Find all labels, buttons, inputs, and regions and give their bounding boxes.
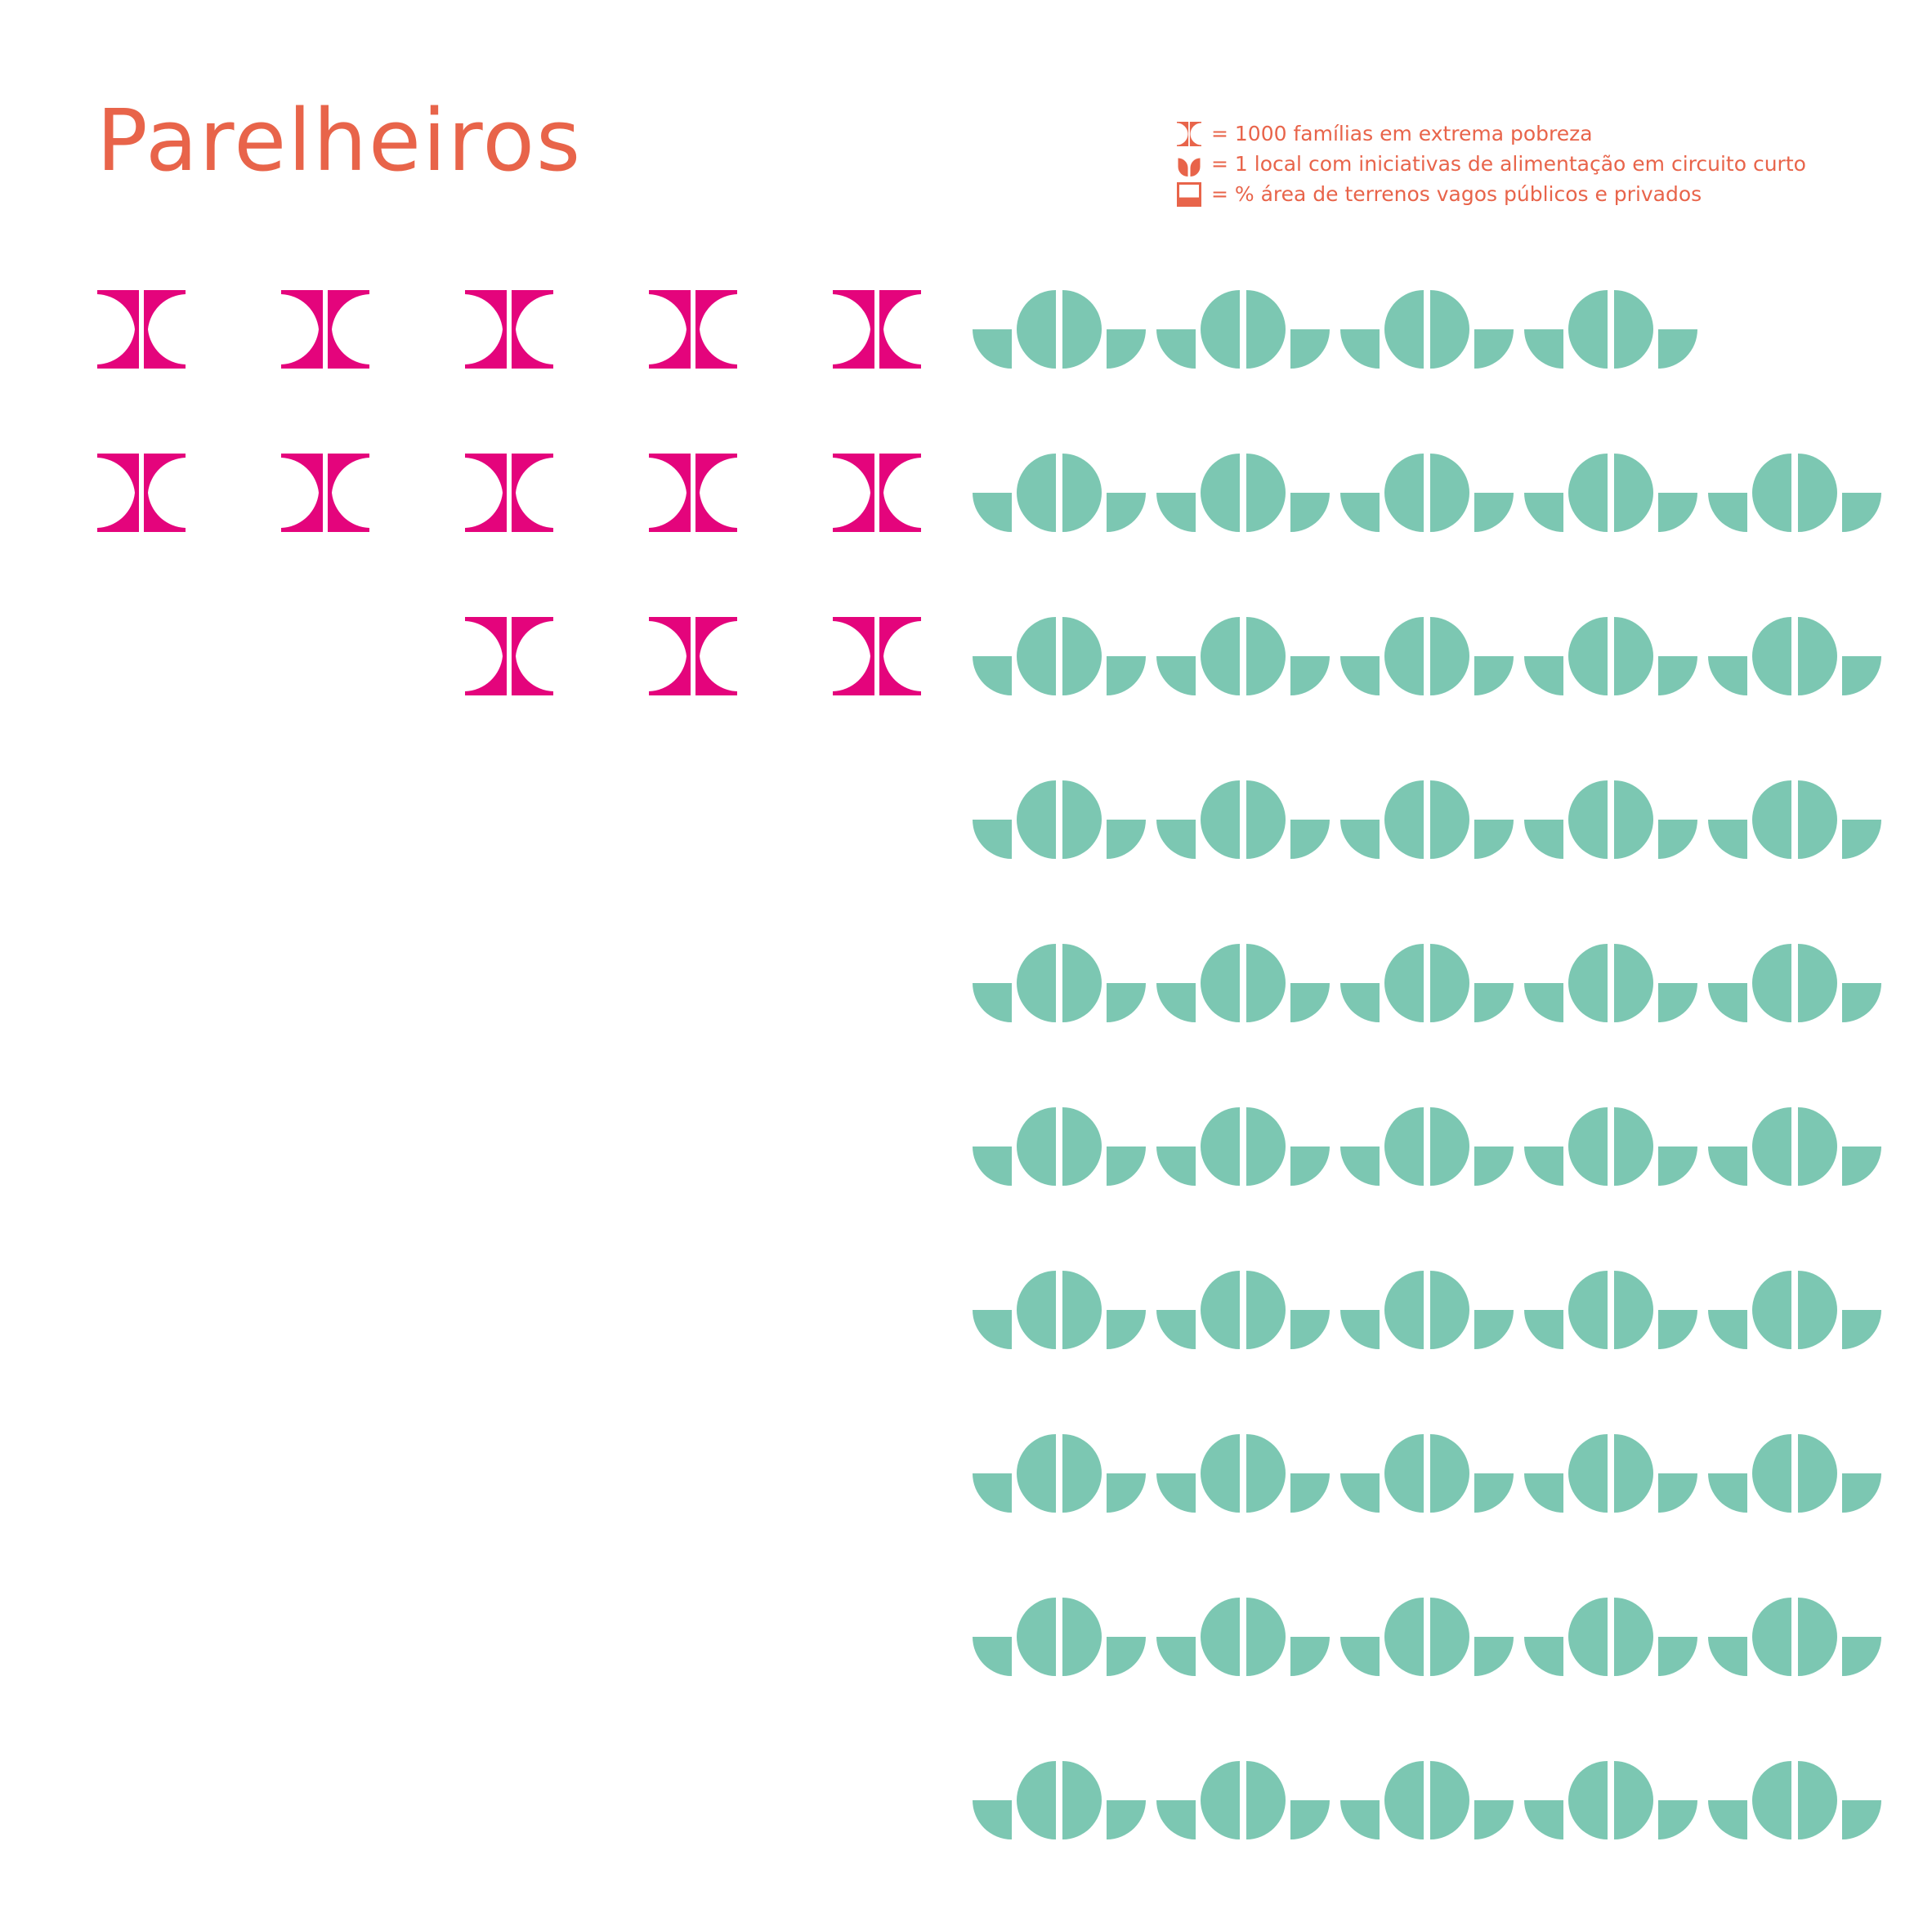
leaf-icon bbox=[1524, 780, 1697, 859]
leaf-icon bbox=[1524, 1761, 1697, 1839]
leaf-icon bbox=[1524, 1271, 1697, 1349]
butterfly-icon bbox=[465, 617, 553, 695]
leaf-icon bbox=[973, 1107, 1146, 1186]
leaf-icon bbox=[1524, 290, 1697, 369]
butterfly-icon bbox=[649, 454, 737, 532]
butterfly-icon bbox=[465, 290, 553, 369]
leaf-icon bbox=[1708, 944, 1881, 1022]
page-title: Parelheiros bbox=[96, 91, 583, 190]
leaf-icon bbox=[1340, 944, 1514, 1022]
butterfly-icon bbox=[833, 617, 921, 695]
leaf-icon bbox=[1340, 780, 1514, 859]
leaf-icon bbox=[1156, 1598, 1330, 1676]
leaf-icon bbox=[973, 1598, 1146, 1676]
leaf-icon bbox=[973, 780, 1146, 859]
leaf-icon bbox=[973, 1271, 1146, 1349]
leaf-icon bbox=[973, 1761, 1146, 1839]
leaf-icon bbox=[1340, 1434, 1514, 1513]
butterfly-icon bbox=[649, 290, 737, 369]
leaf-icon bbox=[1708, 454, 1881, 532]
leaf-icon bbox=[1340, 1598, 1514, 1676]
butterfly-icon bbox=[649, 617, 737, 695]
legend-vacant-land-text: = % área de terrenos vagos públicos e pr… bbox=[1211, 182, 1702, 206]
leaf-icon bbox=[1156, 454, 1330, 532]
leaf-icon bbox=[1708, 1271, 1881, 1349]
leaf-icon bbox=[973, 1434, 1146, 1513]
leaf-icon bbox=[1156, 290, 1330, 369]
leaf-icon bbox=[1156, 944, 1330, 1022]
leaf-icon bbox=[1340, 454, 1514, 532]
leaf-icon bbox=[1178, 158, 1201, 177]
legend-row-vacant-land: = % área de terrenos vagos públicos e pr… bbox=[1177, 179, 1806, 209]
legend-food-sites-text: = 1 local com iniciativas de alimentação… bbox=[1211, 152, 1806, 176]
butterfly-icon bbox=[97, 290, 186, 369]
leaf-icon bbox=[1156, 1271, 1330, 1349]
leaf-icon bbox=[1708, 1761, 1881, 1839]
leaf-icon bbox=[1156, 617, 1330, 695]
leaf-icon bbox=[973, 454, 1146, 532]
leaf-icon bbox=[1524, 454, 1697, 532]
leaf-icon bbox=[1524, 944, 1697, 1022]
legend-families-text: = 1000 famílias em extrema pobreza bbox=[1211, 122, 1593, 145]
leaf-icon bbox=[1524, 1598, 1697, 1676]
legend-row-food-sites: = 1 local com iniciativas de alimentação… bbox=[1177, 149, 1806, 179]
square-icon bbox=[1177, 181, 1201, 207]
leaf-icon bbox=[1524, 617, 1697, 695]
leaf-icon bbox=[1708, 617, 1881, 695]
legend: = 1000 famílias em extrema pobreza = 1 l… bbox=[1177, 118, 1806, 209]
leaf-icon bbox=[1524, 1107, 1697, 1186]
leaf-icon bbox=[1156, 1434, 1330, 1513]
leaf-icon bbox=[1340, 1107, 1514, 1186]
leaf-icon bbox=[1524, 1434, 1697, 1513]
leaf-icon bbox=[1156, 1107, 1330, 1186]
leaf-icon bbox=[973, 617, 1146, 695]
leaf-icon bbox=[1708, 1434, 1881, 1513]
butterfly-icon bbox=[465, 454, 553, 532]
leaf-icon bbox=[1340, 1761, 1514, 1839]
leaf-icon bbox=[1156, 780, 1330, 859]
butterfly-icon bbox=[97, 454, 186, 532]
legend-row-families: = 1000 famílias em extrema pobreza bbox=[1177, 118, 1806, 149]
leaf-icon bbox=[973, 944, 1146, 1022]
leaf-icon bbox=[1156, 1761, 1330, 1839]
leaf-icon bbox=[1708, 780, 1881, 859]
leaf-icon bbox=[1708, 1598, 1881, 1676]
leaf-icon bbox=[973, 290, 1146, 369]
leaf-icon bbox=[1340, 617, 1514, 695]
butterfly-icon bbox=[281, 454, 369, 532]
butterfly-icon bbox=[281, 290, 369, 369]
butterfly-icon bbox=[833, 290, 921, 369]
butterfly-icon bbox=[833, 454, 921, 532]
leaf-icon bbox=[1340, 290, 1514, 369]
butterfly-icon bbox=[1177, 121, 1201, 146]
leaf-icon bbox=[1708, 1107, 1881, 1186]
leaf-icon bbox=[1340, 1271, 1514, 1349]
